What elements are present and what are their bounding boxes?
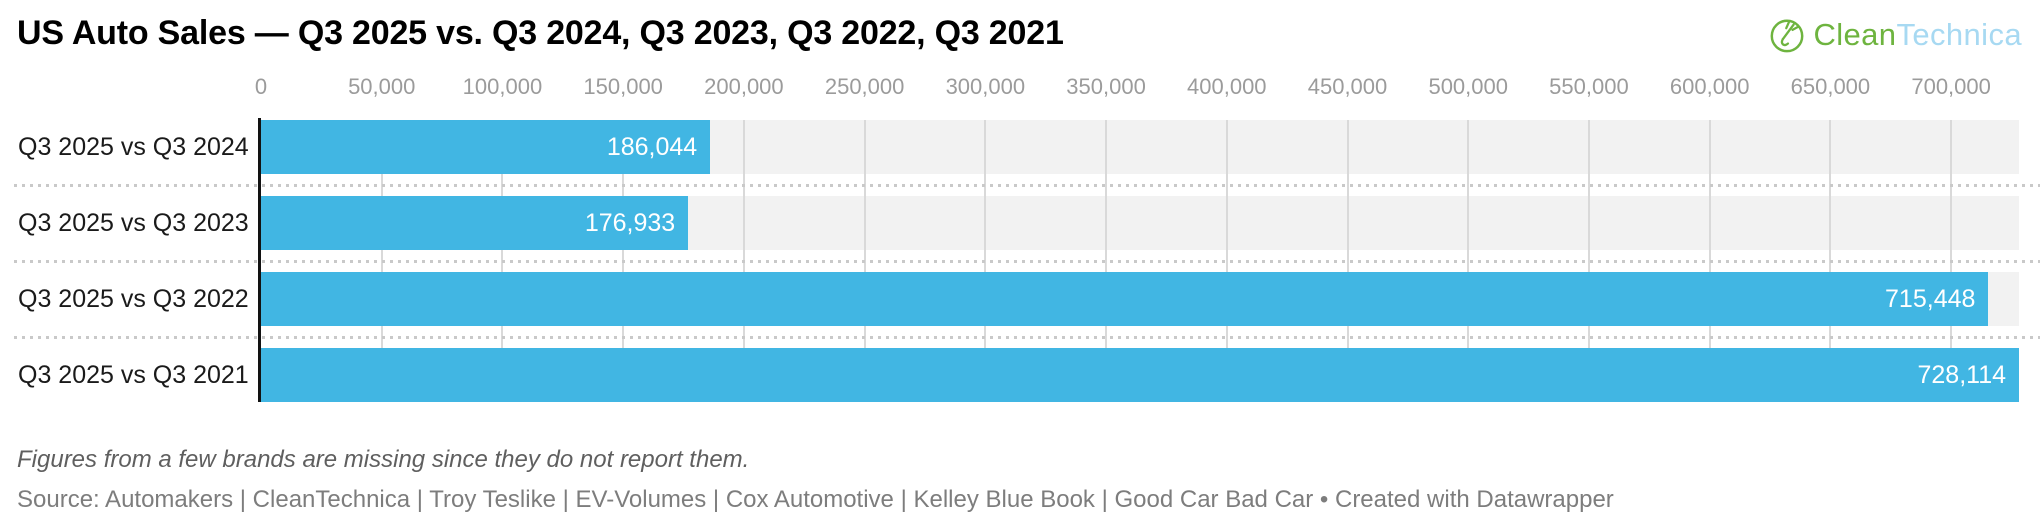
- axis-tick-label: 650,000: [1790, 74, 1871, 99]
- logo-wordmark: CleanTechnica: [1813, 17, 2022, 53]
- axis-tick-label: 100,000: [462, 74, 543, 99]
- bar: 186,044: [261, 120, 711, 174]
- bar-row-label: Q3 2025 vs Q3 2022: [18, 284, 249, 313]
- axis-tick-label: 150,000: [583, 74, 663, 99]
- bar-track: 176,933: [261, 196, 2019, 250]
- axis-tick-label: 350,000: [1066, 74, 1146, 99]
- bar-value-label: 728,114: [1917, 360, 2006, 389]
- plot-area: Q3 2025 vs Q3 2024 186,044 Q3 2025 vs Q3 2…: [0, 118, 2040, 402]
- axis-tick-label: 600,000: [1669, 74, 1750, 99]
- cleantechnica-logo: CleanTechnica: [1768, 16, 2022, 54]
- bar: 728,114: [261, 348, 2019, 402]
- axis-tick-label: 500,000: [1428, 74, 1508, 99]
- bar-value-label: 186,044: [606, 132, 698, 161]
- zero-axis-line: [258, 118, 261, 402]
- axis-tick-label: 250,000: [824, 74, 905, 99]
- bar-row: Q3 2025 vs Q3 2023 176,933: [0, 196, 2040, 250]
- chart-footnote: Figures from a few brands are missing si…: [17, 446, 750, 473]
- bar-track: 728,114: [261, 348, 2019, 402]
- row-separator: [0, 174, 2040, 196]
- bar: 176,933: [261, 196, 689, 250]
- bar-value-label: 715,448: [1885, 284, 1976, 313]
- chart-title: US Auto Sales — Q3 2025 vs. Q3 2024, Q3 …: [17, 14, 1064, 52]
- axis-tick-label: 450,000: [1307, 74, 1388, 99]
- row-separator: [0, 250, 2040, 272]
- chart-source: Source: Automakers | CleanTechnica | Tro…: [17, 486, 1614, 513]
- axis-tick-label: 700,000: [1911, 74, 1991, 99]
- bar-row-label: Q3 2025 vs Q3 2021: [18, 360, 249, 389]
- bar-track: 186,044: [261, 120, 2019, 174]
- chart-header: US Auto Sales — Q3 2025 vs. Q3 2024, Q3 …: [0, 0, 2040, 58]
- bar-track: 715,448: [261, 272, 2019, 326]
- axis-tick-label: 400,000: [1187, 74, 1267, 99]
- cleantechnica-plug-sprout-icon: [1771, 19, 1804, 53]
- axis-tick-label: 0: [254, 74, 268, 99]
- row-separator: [0, 326, 2040, 348]
- row-separator-dots: [14, 184, 2040, 187]
- bar-row: Q3 2025 vs Q3 2024 186,044: [0, 120, 2040, 174]
- bar-row: Q3 2025 vs Q3 2021 728,114: [0, 348, 2040, 402]
- x-axis-tick-labels: 0 50,000 100,000 150,000 200,000 250,000 300,0…: [255, 60, 2019, 104]
- logo-text-clean: Clean: [1813, 17, 1897, 52]
- bar-row: Q3 2025 vs Q3 2022 715,448: [0, 272, 2040, 326]
- row-separator-dots: [14, 260, 2040, 263]
- bar: 715,448: [261, 272, 1989, 326]
- axis-tick-label: 50,000: [348, 74, 416, 99]
- logo-text-technica: Technica: [1896, 17, 2022, 52]
- bar-value-label: 176,933: [584, 208, 676, 237]
- axis-tick-label: 300,000: [945, 74, 1026, 99]
- axis-tick-label: 200,000: [704, 74, 784, 99]
- bar-row-label: Q3 2025 vs Q3 2024: [18, 132, 249, 161]
- bar-row-label: Q3 2025 vs Q3 2023: [18, 208, 249, 237]
- row-separator-dots: [14, 336, 2040, 339]
- axis-tick-label: 550,000: [1549, 74, 1629, 99]
